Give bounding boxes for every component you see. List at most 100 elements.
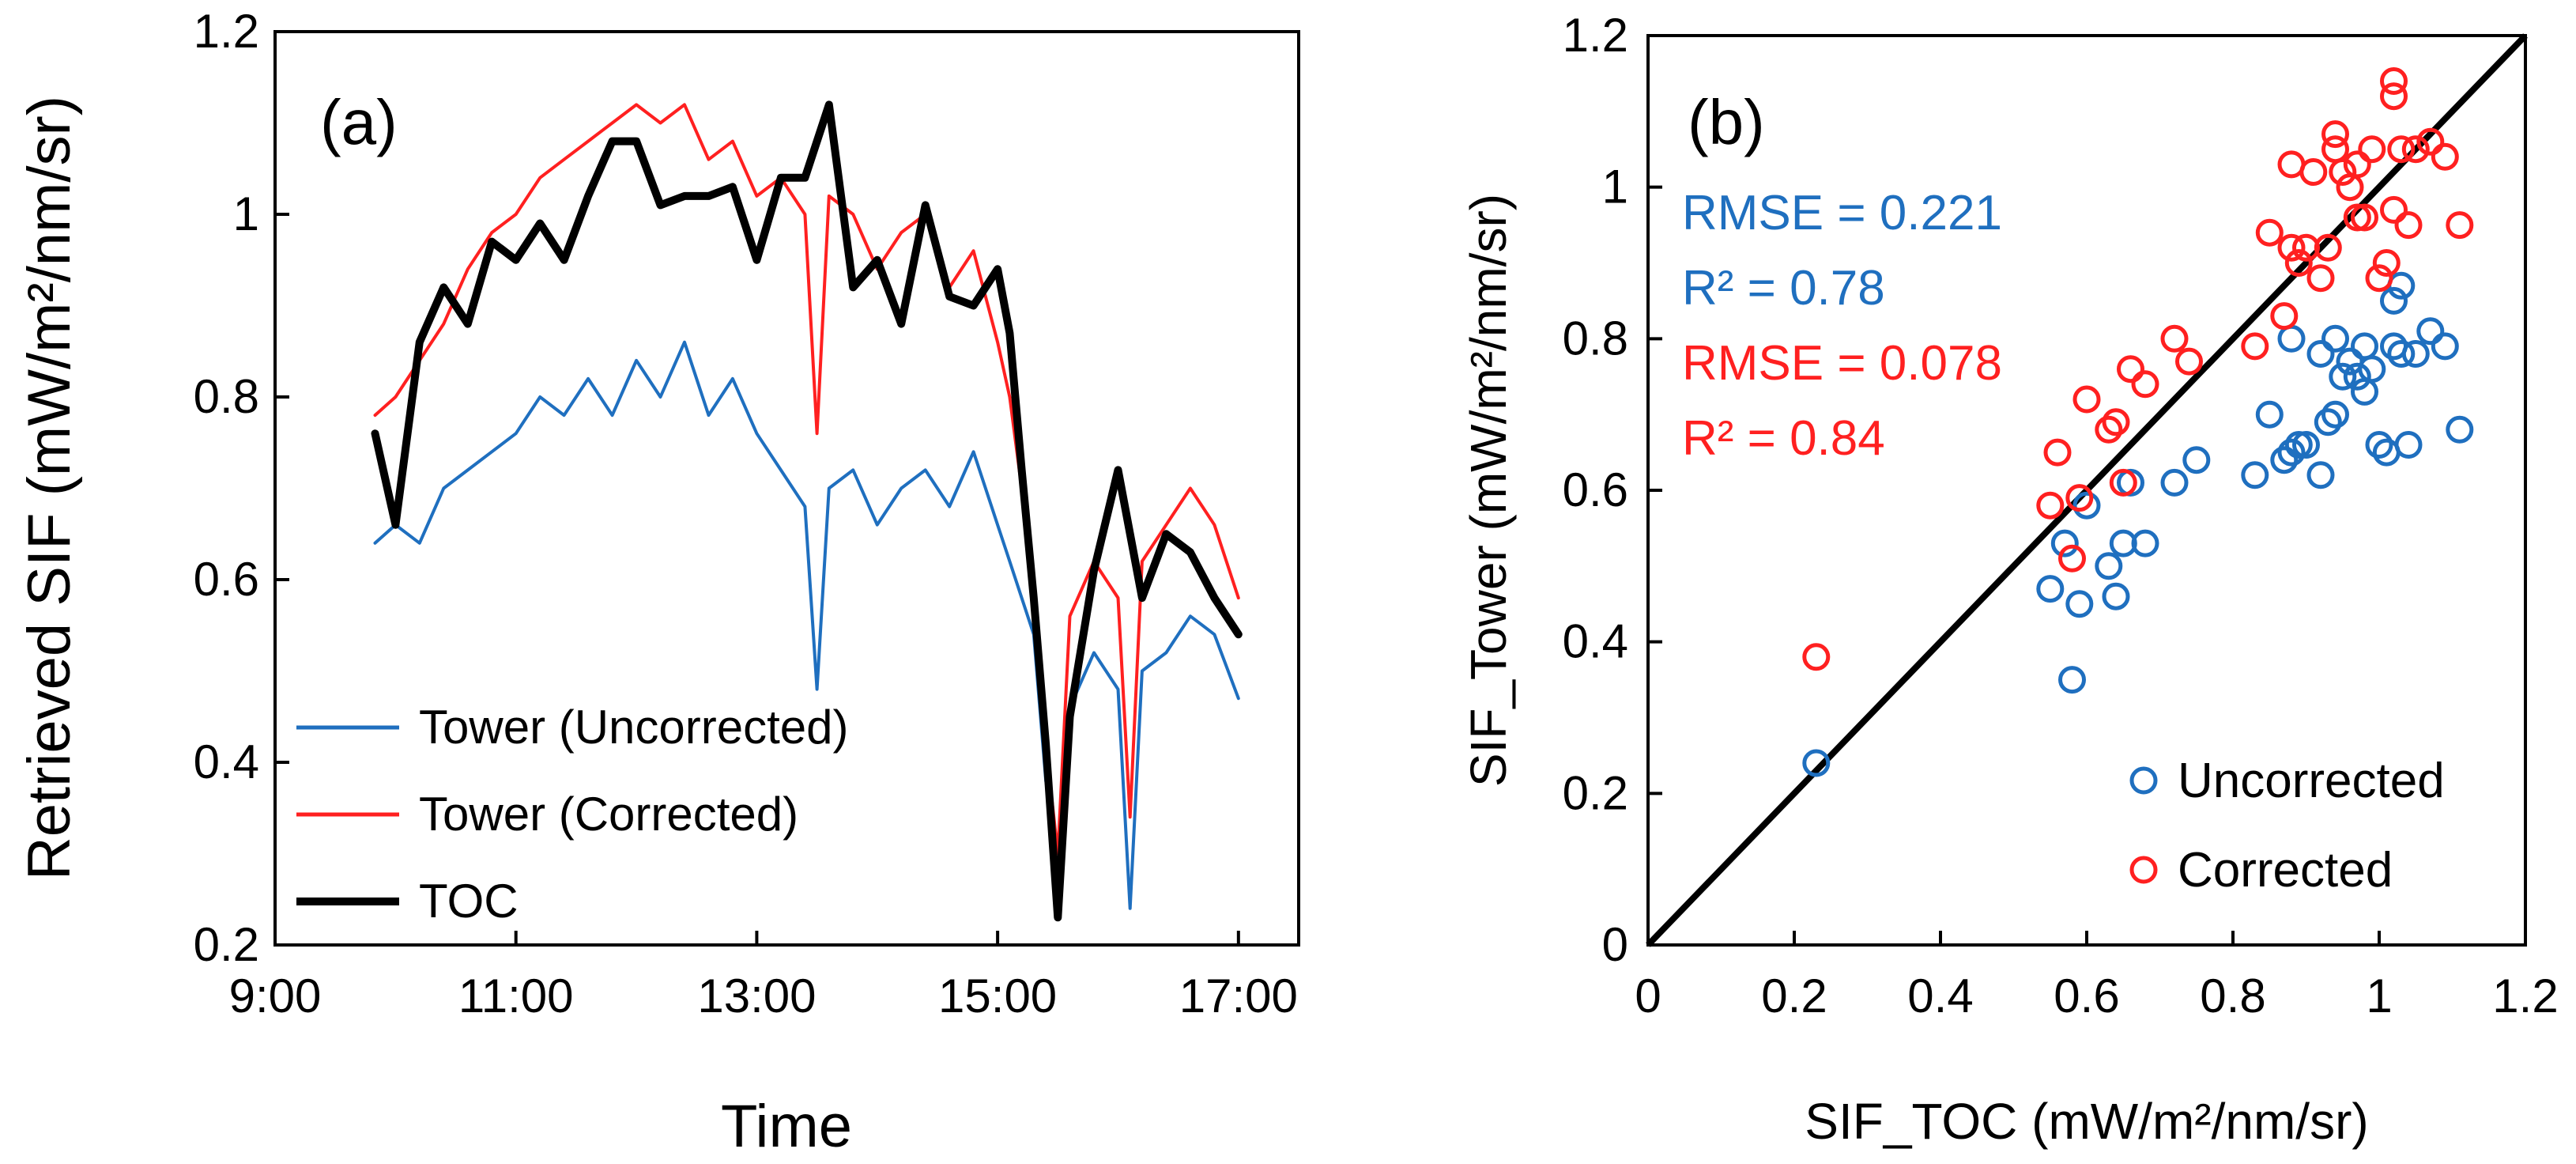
point-corrected [2175, 347, 2203, 376]
point-uncorrected [2277, 438, 2306, 467]
panel-a-line-chart: 9:00 11:00 13:00 15:00 17:00 0.2 0.4 0.6 0.8 1 1.2… [16, 5, 1300, 1160]
y-tick-label: 0.4 [194, 735, 259, 788]
stat-rmse-corrected: RMSE = 0.078 [1682, 336, 2002, 391]
legend-marker-uncorrected [2129, 766, 2158, 795]
y-tick-label: 0.6 [194, 553, 259, 606]
y-tick-label: 0 [1602, 918, 1628, 971]
legend-label-uncorrected-b: Uncorrected [2178, 754, 2445, 808]
panel-a-legend: Tower (Uncorrected) Tower (Corrected) TO… [296, 701, 849, 928]
point-corrected [2431, 142, 2459, 171]
point-corrected [2321, 120, 2349, 149]
point-uncorrected [2306, 340, 2335, 368]
point-uncorrected [2131, 529, 2159, 557]
point-uncorrected [2117, 468, 2144, 497]
y-tick-label: 0.4 [1563, 615, 1628, 668]
point-uncorrected [2095, 552, 2123, 580]
panel-a-xlabel: Time [721, 1093, 852, 1160]
x-tick-label: 17:00 [1179, 969, 1298, 1022]
y-tick-label: 0.2 [1563, 766, 1628, 819]
point-corrected [2299, 158, 2328, 186]
x-tick-label: 1 [2366, 969, 2392, 1022]
point-uncorrected [2292, 431, 2320, 459]
stat-r2-uncorrected: R² = 0.78 [1682, 261, 1885, 316]
x-tick-label: 9:00 [229, 969, 322, 1022]
point-uncorrected [2050, 529, 2079, 557]
y-tick-label: 1.2 [194, 5, 259, 58]
point-uncorrected [2314, 408, 2342, 436]
point-uncorrected [2102, 582, 2130, 610]
panel-b-xlabel: SIF_TOC (mW/m²/nm/sr) [1805, 1093, 2368, 1150]
point-corrected [2416, 127, 2445, 156]
point-corrected [2401, 135, 2430, 164]
point-corrected [2380, 195, 2408, 224]
point-uncorrected [2270, 446, 2299, 474]
point-uncorrected [2306, 461, 2335, 489]
point-corrected [2343, 203, 2371, 232]
point-corrected [2380, 67, 2408, 95]
x-tick-label: 1.2 [2492, 969, 2558, 1022]
legend-label-corrected: Tower (Corrected) [419, 788, 798, 841]
point-corrected [2284, 249, 2313, 277]
y-tick-label: 0.8 [194, 370, 259, 423]
y-tick-label: 0.2 [194, 918, 259, 971]
point-corrected [2270, 302, 2299, 331]
point-uncorrected [2065, 590, 2094, 618]
point-corrected [2351, 203, 2378, 232]
point-uncorrected [2321, 324, 2349, 353]
series-line-tower-uncorrected [373, 340, 1240, 910]
point-corrected [2306, 264, 2335, 293]
point-uncorrected [2394, 431, 2423, 459]
x-tick-label: 0.4 [1907, 969, 1973, 1022]
point-uncorrected [2416, 317, 2445, 346]
panel-b-legend: Uncorrected Corrected [2129, 754, 2445, 898]
point-corrected [2043, 438, 2072, 467]
panel-a-label: (a) [320, 87, 398, 157]
stat-r2-corrected: R² = 0.84 [1682, 411, 1885, 466]
point-uncorrected [2446, 415, 2474, 444]
point-corrected [2036, 491, 2065, 520]
point-corrected [2109, 468, 2137, 497]
point-corrected [2329, 158, 2357, 186]
point-corrected [2358, 135, 2386, 164]
y-tick-label: 1.2 [1563, 9, 1628, 62]
point-uncorrected [2351, 332, 2378, 361]
point-corrected [2446, 211, 2474, 240]
point-uncorrected [2255, 400, 2284, 429]
point-uncorrected [2241, 461, 2269, 489]
legend-label-uncorrected: Tower (Uncorrected) [419, 701, 849, 754]
point-corrected [2314, 233, 2342, 262]
point-corrected [2072, 385, 2101, 414]
point-uncorrected [2058, 666, 2086, 694]
point-corrected [2277, 233, 2306, 262]
y-tick-label: 1 [233, 187, 259, 240]
point-uncorrected [2387, 340, 2416, 368]
point-uncorrected [2343, 362, 2371, 391]
point-uncorrected [2380, 286, 2408, 315]
point-uncorrected [2401, 340, 2430, 368]
point-corrected [2241, 332, 2269, 361]
point-corrected [2065, 484, 2094, 512]
x-tick-label: 11:00 [458, 969, 574, 1022]
x-tick-label: 15:00 [938, 969, 1057, 1022]
point-uncorrected [2182, 446, 2211, 474]
stat-rmse-uncorrected: RMSE = 0.221 [1682, 186, 2002, 240]
series-line-toc [371, 100, 1243, 922]
point-uncorrected [2321, 400, 2349, 429]
point-corrected [2372, 249, 2401, 277]
point-corrected [2058, 544, 2086, 573]
point-uncorrected [2431, 332, 2459, 361]
point-corrected [2117, 355, 2144, 384]
point-corrected [2131, 370, 2159, 399]
panel-a-frame [273, 30, 1300, 947]
panel-b-scatter-chart: 00 0.2 0.2 0.4 0.4 0.6 0.6 0.8 0.8 1 1 1.2 1.2 (b) S… [1460, 9, 2559, 1150]
point-corrected [2255, 218, 2284, 247]
y-tick-label: 1 [1602, 161, 1628, 214]
y-tick-label: 0.8 [1563, 312, 1628, 365]
x-tick-label: 13:00 [697, 969, 816, 1022]
x-tick-label: 0.6 [2054, 969, 2119, 1022]
point-corrected [2387, 135, 2416, 164]
point-uncorrected [1802, 749, 1831, 777]
point-corrected [2394, 211, 2423, 240]
y-tick-label: 0.6 [1563, 463, 1628, 516]
